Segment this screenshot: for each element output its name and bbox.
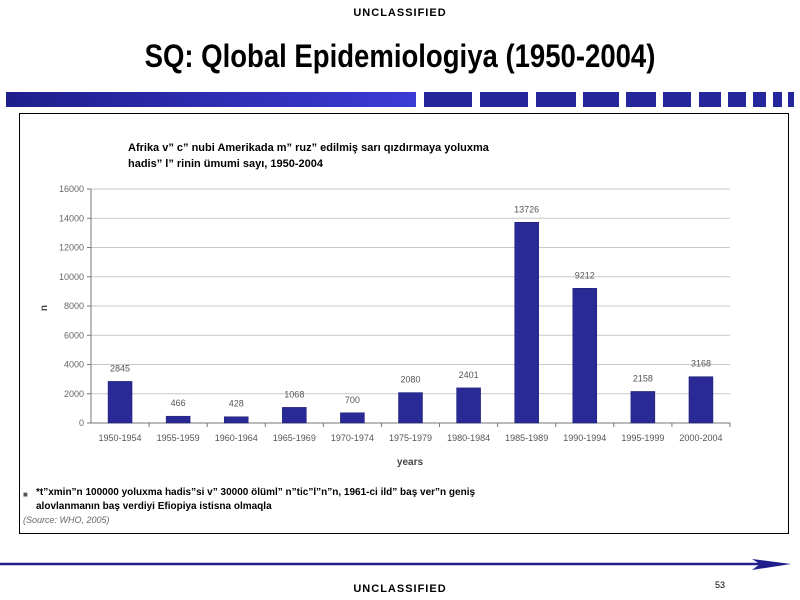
bar-value-label: 700 (345, 395, 360, 405)
title-bar-block (663, 92, 691, 107)
bar-value-label: 2158 (633, 373, 653, 383)
y-tick-label: 0 (79, 418, 84, 428)
x-tick-label: 1990-1994 (563, 433, 606, 443)
chart-source: (Source: WHO, 2005) (23, 515, 110, 525)
bar (572, 288, 598, 424)
slide-title: SQ: Qlobal Epidemiologiya (1950-2004) (144, 38, 656, 74)
title-bar-block (626, 92, 656, 107)
bar (630, 391, 656, 424)
bar (514, 222, 539, 424)
y-tick-label: 2000 (64, 389, 84, 399)
page-number: 53 (714, 580, 725, 590)
footnote-line: *t”xmin”n 100000 yoluxma hadis”si v” 300… (36, 487, 476, 498)
bar-value-label: 2080 (400, 375, 420, 385)
title-decorative-bar (6, 92, 794, 107)
bar-chart: Afrika v” c” nubi Amerikada m” ruz” edil… (39, 142, 731, 468)
x-tick-label: 1995-1999 (621, 433, 664, 443)
title-bar-block (424, 92, 472, 107)
x-tick-label: 1980-1984 (447, 433, 490, 443)
title-bar-block (728, 92, 746, 107)
bar-value-label: 13726 (514, 204, 539, 214)
bar (223, 416, 249, 424)
bar-value-label: 466 (171, 398, 186, 408)
bar-value-label: 2845 (110, 363, 130, 373)
y-tick-label: 6000 (64, 330, 84, 340)
title-bar-block (788, 92, 794, 107)
bar (107, 381, 133, 424)
x-tick-label: 1950-1954 (99, 433, 142, 443)
bar-value-label: 9212 (575, 270, 595, 280)
x-tick-label: 1960-1964 (215, 433, 258, 443)
title-bar-block (753, 92, 766, 107)
footnote-bullet: ■ (23, 490, 28, 499)
title-bar-block (699, 92, 721, 107)
classification-footer: UNCLASSIFIED (353, 583, 447, 595)
title-bar-block (480, 92, 528, 107)
x-tick-label: 1970-1974 (331, 433, 374, 443)
bar (688, 376, 714, 424)
y-tick-label: 4000 (64, 360, 84, 370)
y-axis-label: n (39, 305, 50, 311)
title-bar-block (536, 92, 576, 107)
y-tick-label: 12000 (59, 243, 84, 253)
chart-title-line: Afrika v” c” nubi Amerikada m” ruz” edil… (128, 142, 490, 154)
chart-footnote: *t”xmin”n 100000 yoluxma hadis”si v” 300… (36, 486, 596, 514)
bar (165, 415, 191, 424)
y-tick-label: 14000 (59, 213, 84, 223)
x-tick-label: 1975-1979 (389, 433, 432, 443)
bar (340, 412, 365, 424)
x-tick-label: 1965-1969 (273, 433, 316, 443)
footer-arrow-line (0, 559, 791, 570)
bar (398, 392, 423, 424)
y-tick-label: 16000 (59, 184, 84, 194)
classification-header: UNCLASSIFIED (353, 7, 447, 19)
x-tick-label: 1985-1989 (505, 433, 548, 443)
x-tick-label: 2000-2004 (679, 433, 722, 443)
footer-arrow-icon (752, 559, 791, 570)
bar-value-label: 3168 (691, 359, 711, 369)
bar-value-label: 428 (229, 399, 244, 409)
bar-value-label: 1068 (284, 389, 304, 399)
bar (456, 387, 481, 424)
x-tick-label: 1955-1959 (157, 433, 200, 443)
chart-title-line: hadis” l” rinin ümumi sayı, 1950-2004 (128, 158, 324, 170)
y-tick-label: 8000 (64, 301, 84, 311)
footnote-line: alovlanmanın baş verdiyi Efiopiya istisn… (36, 501, 272, 512)
title-bar-block (583, 92, 619, 107)
bar-value-label: 2401 (459, 370, 479, 380)
chart-frame: Afrika v” c” nubi Amerikada m” ruz” edil… (19, 113, 789, 534)
bar (282, 407, 307, 424)
y-tick-label: 10000 (59, 272, 84, 282)
title-bar-main (6, 92, 416, 107)
title-bar-block (773, 92, 782, 107)
x-axis-label: years (397, 457, 424, 468)
